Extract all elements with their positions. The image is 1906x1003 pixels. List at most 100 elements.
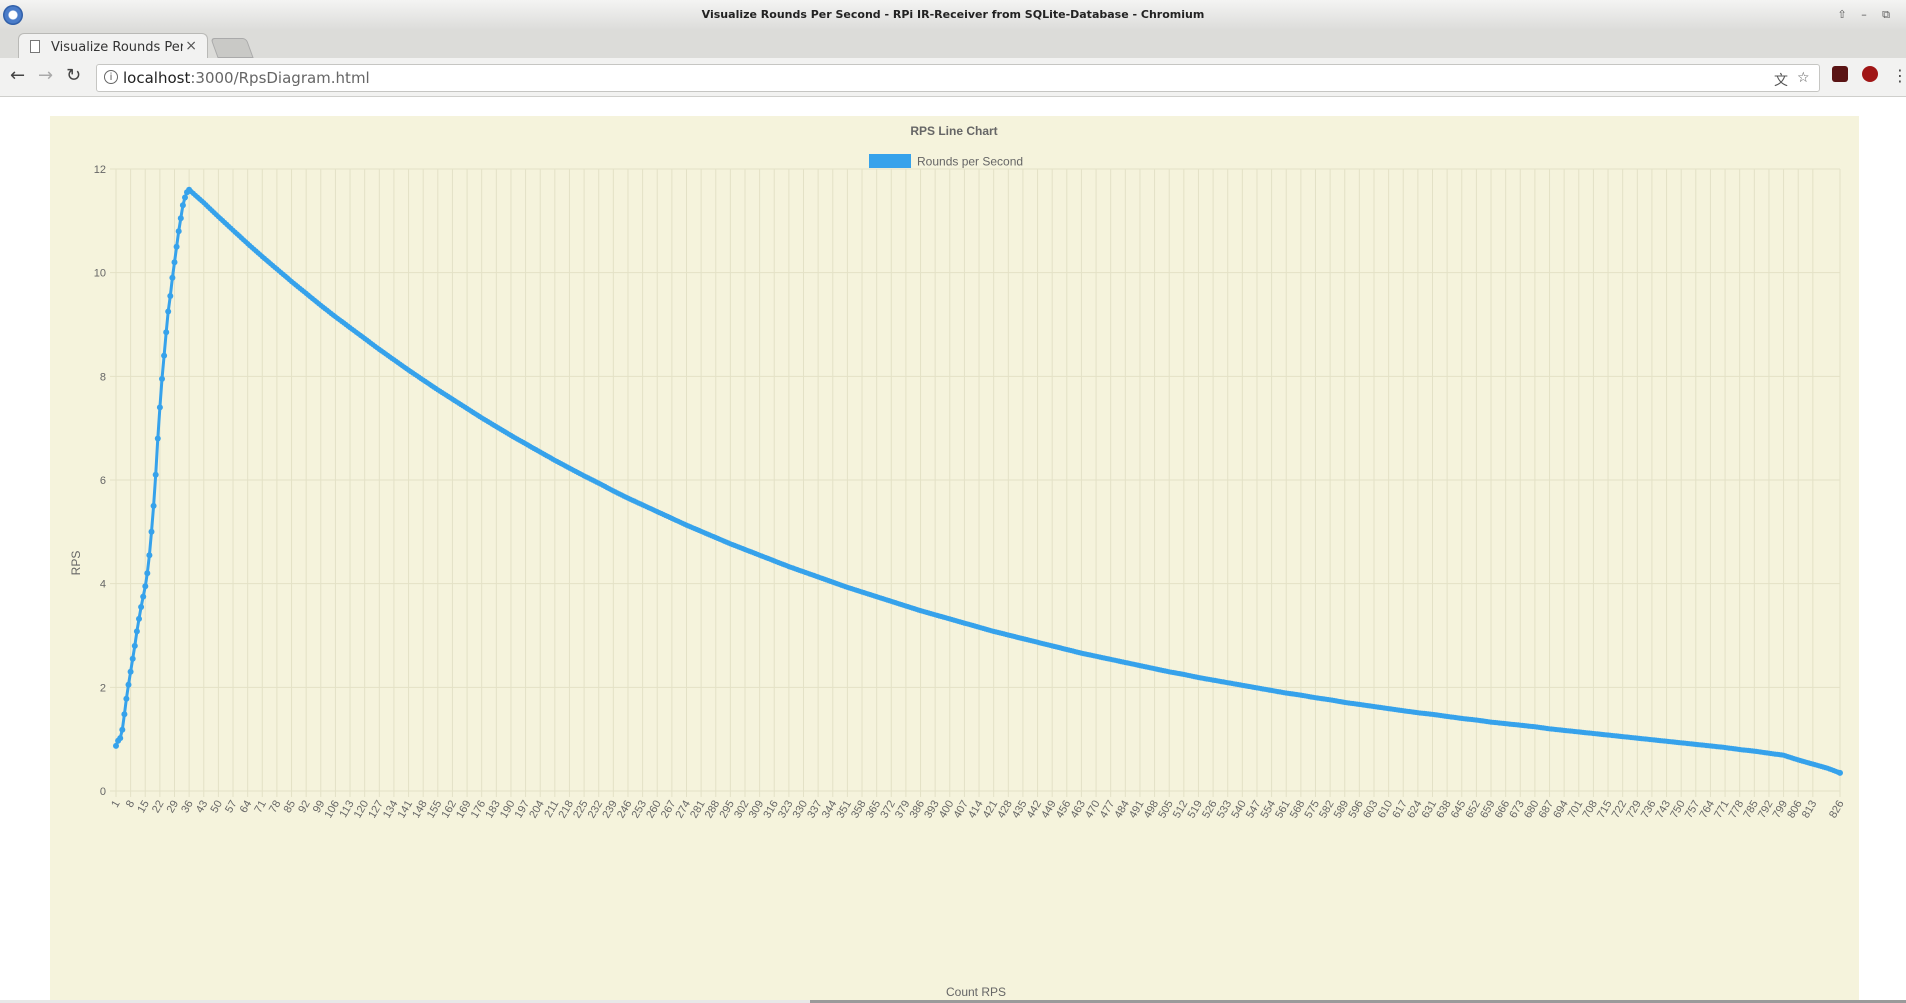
x-tick-label: 43 [194,799,211,816]
url-host: localhost [123,69,191,87]
tab-label: Visualize Rounds Per Second - RPi IR-Rec… [51,40,183,55]
data-point[interactable] [142,583,149,590]
scrollbar-thumb[interactable] [810,1000,1906,1003]
window-titlebar: Visualize Rounds Per Second - RPi IR-Rec… [0,0,1906,31]
url-path: :3000/RpsDiagram.html [190,69,370,87]
data-point[interactable] [1837,769,1843,776]
data-point[interactable] [150,502,157,509]
y-tick-label: 6 [100,475,106,487]
x-tick-label: 36 [179,799,196,816]
series-rounds-per-second [113,186,1843,776]
series-line [114,188,1841,775]
data-point[interactable] [127,668,134,675]
ublock-icon[interactable] [1862,66,1878,82]
data-point[interactable] [175,228,182,235]
tab-rps-diagram[interactable]: Visualize Rounds Per Second - RPi IR-Rec… [18,33,208,60]
data-point[interactable] [138,604,145,610]
data-point[interactable] [167,293,174,299]
y-tick-label: 12 [94,164,106,176]
chart-panel: RPS Line Chart Rounds per Second 0 2 4 6 8 10… [50,116,1859,1003]
x-tick-label: 22 [150,799,167,816]
y-tick-label: 8 [100,371,106,383]
chromium-logo-icon [3,5,23,25]
data-point[interactable] [156,404,163,411]
x-tick-label: 29 [165,799,182,816]
x-axis-label: Count RPS [946,985,1006,999]
data-point[interactable] [163,329,170,336]
y-tick-label: 4 [100,579,106,591]
forward-icon[interactable]: → [38,65,54,86]
x-tick-label: 1 [109,799,122,810]
tab-close-icon[interactable]: × [185,38,197,54]
data-point[interactable] [177,215,184,222]
y-tick-label: 2 [100,682,106,694]
x-axis: 1 815222936435057647178859299106113120127… [109,799,1846,821]
x-tick-label: 99 [311,799,328,816]
window-maximize-icon[interactable]: ⧉ [1882,8,1890,21]
x-tick-label: 813 [1800,799,1820,821]
x-tick-label: 50 [208,799,225,816]
data-point[interactable] [159,375,165,382]
page-icon [30,40,40,53]
data-point[interactable] [169,274,176,281]
bookmark-star-icon[interactable]: ☆ [1797,70,1810,86]
data-point[interactable] [179,202,186,209]
data-point[interactable] [123,695,130,702]
data-point[interactable] [186,186,193,193]
translate-icon[interactable]: 文 [1774,73,1788,89]
x-tick-label: 78 [267,799,284,816]
data-point[interactable] [152,471,159,478]
page-viewport: RPS Line Chart Rounds per Second 0 2 4 6 8 10… [0,97,1906,1003]
data-point[interactable] [113,742,119,749]
data-point[interactable] [117,735,124,742]
data-point[interactable] [131,642,138,649]
data-point[interactable] [140,593,147,600]
data-point[interactable] [136,615,142,622]
back-icon[interactable]: ← [10,65,26,86]
x-tick-label: 85 [282,799,299,816]
x-tick-label: 57 [223,799,240,816]
url-text[interactable]: localhost:3000/RpsDiagram.html [123,69,370,87]
y-axis-label: RPS [69,551,83,576]
data-point[interactable] [165,308,172,315]
data-point[interactable] [133,628,140,635]
x-tick-label: 92 [296,799,313,816]
tab-strip: Visualize Rounds Per Second - RPi IR-Rec… [0,30,1906,60]
horizontal-scrollbar[interactable] [0,1000,1906,1003]
data-point[interactable] [154,435,161,442]
data-point[interactable] [129,655,136,662]
data-point[interactable] [171,259,178,266]
x-tick-label: 64 [238,799,255,816]
data-point[interactable] [182,194,188,201]
window-title: Visualize Rounds Per Second - RPi IR-Rec… [701,8,1205,21]
site-info-icon[interactable]: i [104,70,118,84]
new-tab-button[interactable] [210,38,254,58]
browser-toolbar: ← → ↻ i localhost:3000/RpsDiagram.html 文… [0,58,1906,97]
extension-icon[interactable] [1832,66,1848,82]
y-tick-label: 0 [100,786,106,798]
data-point[interactable] [161,352,168,359]
data-point[interactable] [146,552,153,559]
data-point[interactable] [121,711,128,718]
y-axis: 0 2 4 6 8 10 12 [94,164,106,798]
chart-grid [110,168,1841,797]
reload-icon[interactable]: ↻ [66,65,82,86]
rps-line-chart: RPS Line Chart Rounds per Second 0246810… [69,124,1847,999]
data-point[interactable] [144,570,151,577]
chart-title: RPS Line Chart [910,124,997,138]
data-point[interactable] [148,528,155,535]
address-bar[interactable]: i localhost:3000/RpsDiagram.html 文 ☆ [96,64,1820,92]
x-tick-label: 8 [124,799,137,810]
window-minimize-icon[interactable]: – [1861,8,1867,21]
window-shade-icon[interactable]: ⇧ [1837,8,1847,21]
x-tick-label: 15 [135,799,152,816]
x-tick-label: 71 [252,799,269,816]
data-point[interactable] [173,243,180,250]
legend-swatch[interactable] [869,154,911,168]
data-point[interactable] [125,681,132,688]
legend-label[interactable]: Rounds per Second [917,155,1023,169]
y-tick-label: 10 [94,268,106,280]
menu-icon[interactable]: ⋮ [1892,66,1906,85]
data-point[interactable] [119,726,126,733]
x-tick-label: 826 [1827,799,1847,821]
